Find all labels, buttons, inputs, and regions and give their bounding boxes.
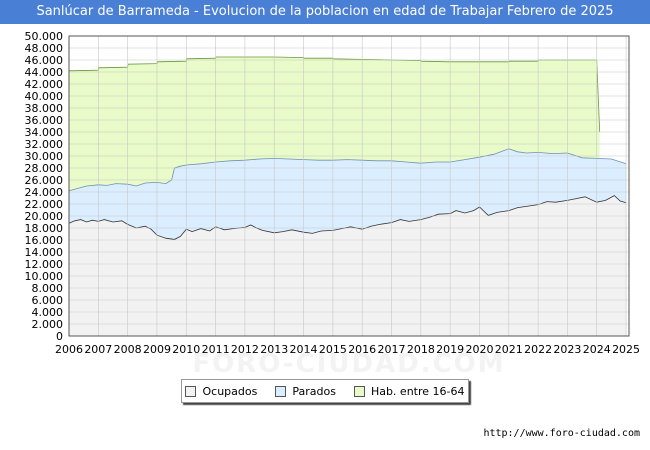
legend-swatch-hab: [353, 385, 365, 397]
y-tick-label: 50.000: [25, 30, 64, 43]
y-tick-label: 14.000: [25, 246, 64, 259]
x-tick-label: 2022: [524, 343, 552, 356]
line-parados: [68, 148, 627, 192]
y-tick-label: 44.000: [25, 66, 64, 79]
x-tick-label: 2010: [172, 343, 200, 356]
x-tick-label: 2017: [378, 343, 406, 356]
y-tick-label: 38.000: [25, 102, 64, 115]
legend-label-parados: Parados: [292, 384, 336, 398]
legend-item-ocupados: Ocupados: [185, 385, 257, 398]
y-tick-label: 22.000: [25, 198, 64, 211]
x-tick-label: 2021: [495, 343, 523, 356]
y-tick-label: 46.000: [25, 54, 64, 67]
population-chart: 02.0004.0006.0008.00010.00012.00014.0001…: [25, 30, 641, 374]
watermark: FORO-CIUDAD.COM: [192, 349, 505, 374]
legend-label-ocupados: Ocupados: [202, 384, 258, 398]
x-tick-label: 2020: [465, 343, 493, 356]
y-tick-label: 40.000: [25, 90, 64, 103]
legend: Ocupados Parados Hab. entre 16-64: [181, 379, 469, 403]
y-tick-label: 26.000: [25, 174, 64, 187]
x-tick-label: 2014: [290, 343, 318, 356]
title-bar: Sanlúcar de Barrameda - Evolucion de la …: [0, 0, 650, 24]
y-tick-label: 34.000: [25, 126, 64, 139]
line-hab: [68, 56, 601, 133]
y-tick-label: 8.000: [32, 282, 64, 295]
x-tick-label: 2016: [348, 343, 376, 356]
y-tick-label: 24.000: [25, 186, 64, 199]
x-tick-label: 2006: [55, 343, 83, 356]
y-tick-label: 0: [56, 330, 63, 343]
legend-swatch-ocupados: [185, 385, 197, 397]
line-ocupados: [68, 195, 627, 240]
y-tick-label: 30.000: [25, 150, 64, 163]
x-tick-label: 2009: [143, 343, 171, 356]
y-tick-label: 48.000: [25, 42, 64, 55]
x-tick-label: 2018: [407, 343, 435, 356]
x-tick-label: 2023: [553, 343, 581, 356]
y-tick-label: 18.000: [25, 222, 64, 235]
legend-item-hab: Hab. entre 16-64: [353, 384, 465, 398]
x-tick-label: 2019: [436, 343, 464, 356]
y-tick-label: 36.000: [25, 114, 64, 127]
x-tick-label: 2024: [583, 343, 611, 356]
y-tick-label: 6.000: [32, 294, 64, 307]
source-url[interactable]: http://www.foro-ciudad.com: [483, 428, 640, 439]
x-tick-label: 2007: [84, 343, 112, 356]
legend-item-parados: Parados: [275, 385, 336, 398]
y-tick-label: 4.000: [32, 306, 64, 319]
legend-swatch-parados: [275, 385, 287, 397]
chart-title: Sanlúcar de Barrameda - Evolucion de la …: [36, 4, 614, 19]
plot-frame: [68, 35, 630, 337]
x-tick-label: 2015: [319, 343, 347, 356]
y-tick-label: 12.000: [25, 258, 64, 271]
y-tick-label: 10.000: [25, 270, 64, 283]
y-tick-label: 28.000: [25, 162, 64, 175]
y-tick-label: 20.000: [25, 210, 64, 223]
y-tick-label: 42.000: [25, 78, 64, 91]
x-tick-label: 2012: [231, 343, 259, 356]
x-tick-label: 2011: [202, 343, 230, 356]
legend-label-hab: Hab. entre 16-64: [370, 384, 465, 398]
x-tick-label: 2025: [612, 343, 640, 356]
x-tick-label: 2008: [114, 343, 142, 356]
y-tick-label: 32.000: [25, 138, 64, 151]
x-tick-label: 2013: [260, 343, 288, 356]
y-tick-label: 16.000: [25, 234, 64, 247]
y-tick-label: 2.000: [32, 318, 64, 331]
